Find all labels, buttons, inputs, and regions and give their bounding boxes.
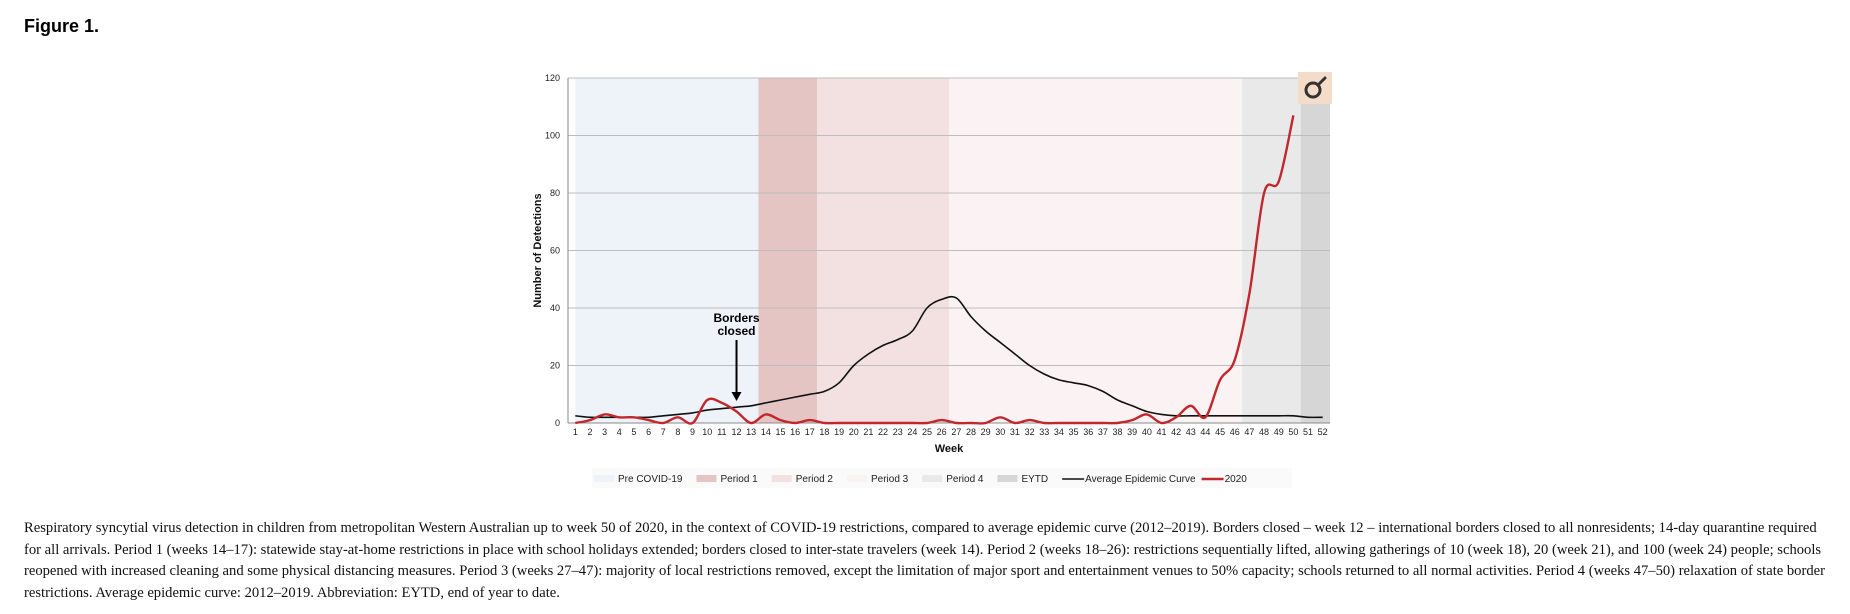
x-tick-label: 6 [646, 427, 651, 437]
x-tick-label: 35 [1069, 427, 1079, 437]
legend-label: 2020 [1225, 474, 1248, 485]
icon-background [1298, 72, 1332, 104]
x-tick-label: 2 [587, 427, 592, 437]
annotation-arrowhead [731, 392, 742, 401]
icon-handle [1316, 76, 1327, 87]
figure-caption: Respiratory syncytial virus detection in… [24, 520, 1825, 601]
x-tick-label: 9 [690, 427, 695, 437]
x-tick-label: 28 [966, 427, 976, 437]
x-tick-label: 46 [1230, 427, 1240, 437]
x-tick-label: 18 [819, 427, 829, 437]
x-tick-label: 12 [732, 427, 742, 437]
legend-label: Period 3 [871, 474, 909, 485]
x-tick-label: 36 [1083, 427, 1093, 437]
x-axis-title: Week [935, 443, 964, 455]
x-tick-label: 45 [1215, 427, 1225, 437]
x-tick-label: 5 [631, 427, 636, 437]
x-tick-label: 4 [617, 427, 622, 437]
x-tick-label: 23 [893, 427, 903, 437]
x-tick-label: 19 [834, 427, 844, 437]
x-tick-label: 24 [907, 427, 917, 437]
x-tick-label: 22 [878, 427, 888, 437]
x-tick-label: 41 [1156, 427, 1166, 437]
y-tick-label: 80 [550, 188, 560, 198]
legend-label: Period 1 [720, 474, 758, 485]
legend-label: EYTD [1021, 474, 1048, 485]
icon-lens [1304, 81, 1322, 99]
x-tick-label: 26 [937, 427, 947, 437]
x-tick-label: 43 [1186, 427, 1196, 437]
magnifier-icon[interactable] [1298, 72, 1332, 104]
x-tick-label: 44 [1200, 427, 1210, 437]
legend-swatch [771, 475, 792, 482]
x-tick-label: 31 [1010, 427, 1020, 437]
legend-swatch [696, 475, 717, 482]
figure-label: Figure 1. [24, 16, 100, 36]
annotation-text: Borders [714, 311, 760, 325]
legend-swatch [594, 475, 614, 482]
y-tick-label: 0 [555, 418, 560, 428]
x-tick-label: 7 [661, 427, 666, 437]
x-tick-label: 37 [1098, 427, 1108, 437]
x-tick-label: 3 [602, 427, 607, 437]
legend-label: Period 2 [796, 474, 834, 485]
legend-label: Pre COVID-19 [618, 474, 683, 485]
series-line-2020 [575, 115, 1295, 425]
x-tick-label: 25 [922, 427, 932, 437]
x-tick-label: 30 [995, 427, 1005, 437]
annotation-text: closed [718, 324, 756, 338]
x-tick-label: 39 [1127, 427, 1137, 437]
x-tick-label: 20 [849, 427, 859, 437]
x-tick-label: 50 [1288, 427, 1298, 437]
x-tick-label: 16 [790, 427, 800, 437]
y-tick-label: 100 [545, 131, 560, 141]
x-tick-label: 10 [702, 427, 712, 437]
x-tick-label: 13 [746, 427, 756, 437]
x-tick-label: 51 [1303, 427, 1313, 437]
x-tick-label: 21 [863, 427, 873, 437]
x-tick-label: 32 [1025, 427, 1035, 437]
x-tick-label: 34 [1054, 427, 1064, 437]
y-axis-title: Number of Detections [532, 193, 544, 307]
x-tick-label: 33 [1039, 427, 1049, 437]
y-tick-label: 120 [545, 73, 560, 83]
x-tick-label: 27 [951, 427, 961, 437]
x-tick-label: 52 [1318, 427, 1328, 437]
legend-swatch [846, 475, 867, 482]
x-tick-label: 29 [981, 427, 991, 437]
y-tick-label: 40 [550, 303, 560, 313]
x-tick-label: 48 [1259, 427, 1269, 437]
x-tick-label: 8 [675, 427, 680, 437]
x-tick-label: 17 [805, 427, 815, 437]
x-tick-label: 15 [775, 427, 785, 437]
legend-label: Period 4 [946, 474, 984, 485]
y-tick-label: 60 [550, 246, 560, 256]
x-tick-label: 1 [573, 427, 578, 437]
x-tick-label: 47 [1244, 427, 1254, 437]
x-tick-label: 38 [1113, 427, 1123, 437]
x-tick-label: 42 [1171, 427, 1181, 437]
y-tick-label: 20 [550, 361, 560, 371]
x-tick-label: 40 [1142, 427, 1152, 437]
legend-swatch [997, 475, 1018, 482]
x-tick-label: 11 [717, 427, 726, 437]
legend-swatch [922, 475, 943, 482]
legend-label: Average Epidemic Curve [1085, 474, 1196, 485]
x-tick-label: 14 [761, 427, 771, 437]
x-tick-label: 49 [1274, 427, 1284, 437]
